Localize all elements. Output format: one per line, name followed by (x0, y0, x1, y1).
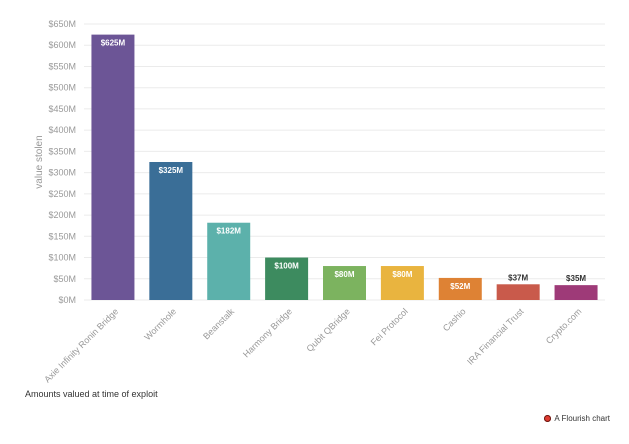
y-tick-label: $50M (53, 274, 76, 284)
bar[interactable] (265, 257, 309, 300)
chart-footnote: Amounts valued at time of exploit (25, 389, 158, 399)
y-tick-label: $0M (58, 295, 76, 305)
y-tick-label: $400M (48, 125, 76, 135)
flourish-credit-link[interactable]: A Flourish chart (544, 414, 610, 423)
x-category-label: Qubit QBridge (305, 306, 352, 353)
bar[interactable] (323, 266, 366, 300)
bar[interactable] (149, 162, 193, 300)
y-axis-label: value stolen (34, 135, 45, 188)
bar-value-label: $625M (101, 39, 126, 48)
y-tick-label: $600M (48, 40, 76, 50)
x-category-label: Wormhole (142, 306, 178, 342)
x-category-label: Axie Infinity Ronin Bridge (42, 306, 120, 384)
flourish-logo-icon (544, 415, 552, 422)
bar-value-label: $37M (508, 273, 528, 282)
bar-value-label: $52M (450, 282, 470, 291)
bar[interactable] (207, 222, 251, 300)
x-category-label: Crypto.com (544, 306, 584, 346)
bar[interactable] (380, 266, 424, 300)
y-tick-label: $450M (48, 104, 76, 114)
bar-value-label: $80M (392, 270, 412, 279)
bar[interactable] (496, 284, 540, 300)
y-axis-ticks: $0M $50M $100M $150M $200M $250M $300M $350M $40… (48, 19, 76, 305)
bars (91, 34, 598, 300)
y-tick-label: $500M (48, 83, 76, 93)
bar[interactable] (554, 285, 598, 300)
flourish-credit-text: A Flourish chart (554, 414, 610, 423)
category-labels: Axie Infinity Ronin Bridge Wormhole Beanst… (42, 306, 583, 385)
x-category-label: IRA Financial Trust (465, 306, 526, 367)
bar-value-label: $35M (566, 274, 586, 283)
y-tick-label: $350M (48, 146, 76, 156)
data-labels: $625M $325M $182M $100M $80M $80M $52M $37M $35M (101, 39, 587, 291)
y-tick-label: $550M (48, 61, 76, 71)
bar-value-label: $80M (334, 270, 354, 279)
bar[interactable] (438, 277, 482, 300)
y-tick-label: $300M (48, 168, 76, 178)
y-tick-label: $100M (48, 253, 76, 263)
bar-value-label: $182M (216, 227, 241, 236)
y-tick-label: $250M (48, 189, 76, 199)
bar-value-label: $100M (274, 262, 299, 271)
y-tick-label: $650M (48, 19, 76, 29)
y-tick-label: $200M (48, 210, 76, 220)
x-category-label: Beanstalk (201, 306, 236, 341)
x-category-label: Fei Protocol (369, 306, 410, 347)
bar[interactable] (91, 34, 135, 300)
bar-value-label: $325M (159, 166, 184, 175)
y-tick-label: $150M (48, 231, 76, 241)
x-category-label: Cashio (441, 306, 468, 333)
x-category-label: Harmony Bridge (241, 306, 294, 359)
